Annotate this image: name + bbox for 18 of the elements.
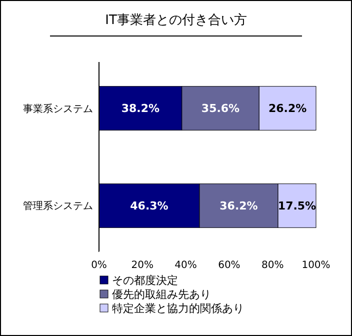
data-label: 46.3%	[130, 200, 168, 213]
data-label: 26.2%	[268, 102, 307, 116]
x-tick-label: 0%	[91, 260, 107, 271]
data-label: 17.5%	[278, 200, 316, 213]
x-tick-label: 60%	[218, 260, 240, 271]
data-label: 35.6%	[201, 102, 240, 116]
legend-label: 特定企業と協力的関係あり	[112, 302, 244, 315]
x-tick-label: 20%	[131, 260, 154, 271]
y-tick-label: 事業系システム	[23, 102, 93, 115]
data-label: 38.2%	[121, 102, 160, 116]
chart-title: IT事業者との付き合い方	[105, 12, 247, 28]
x-tick-label: 80%	[261, 260, 284, 271]
legend-label: 優先的取組み先あり	[112, 288, 211, 301]
data-label: 36.2%	[220, 200, 258, 213]
x-tick-label: 100%	[302, 260, 330, 271]
y-tick-label: 管理系システム	[23, 200, 93, 212]
legend-label: その都度決定	[112, 274, 178, 287]
x-tick-label: 40%	[174, 260, 197, 271]
